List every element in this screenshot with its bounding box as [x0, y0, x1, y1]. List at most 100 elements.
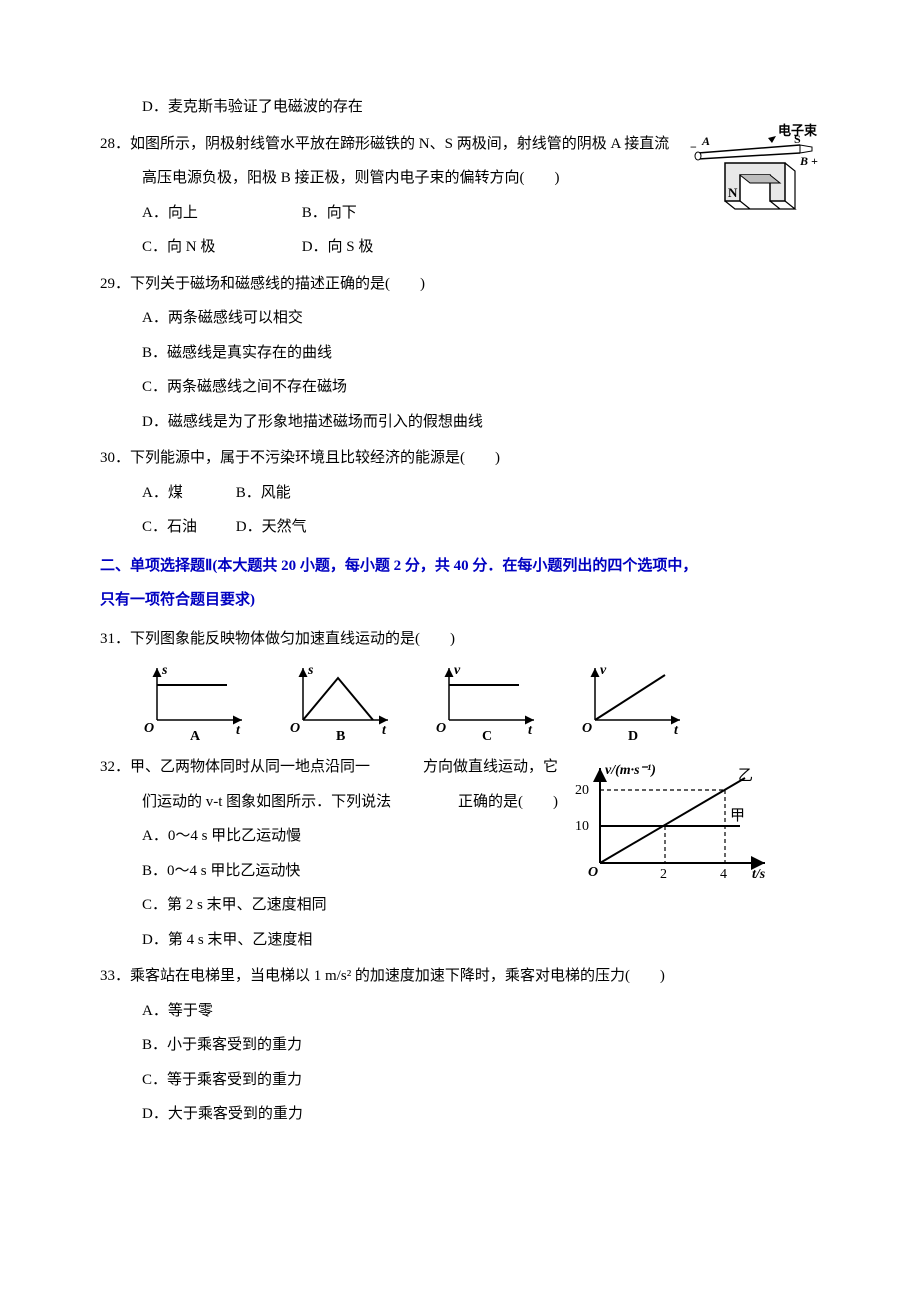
question-stem: 30．下列能源中，属于不污染环境且比较经济的能源是( ): [100, 441, 820, 476]
svg-text:t: t: [382, 723, 387, 738]
svg-text:s: s: [307, 663, 314, 678]
option-b-text: B．0～4 s 甲比乙运动快: [142, 854, 300, 889]
svg-text:t: t: [674, 723, 679, 738]
svg-text:O: O: [436, 721, 446, 736]
option-a: A．等于零: [100, 994, 820, 1029]
option-a: A．两条磁感线可以相交: [100, 301, 820, 336]
question-28: 电子束 − A B + S N 28．如图所示，阴极射线管水平放在蹄形磁铁的 N…: [100, 127, 820, 265]
graph-d-icon: v t O D: [580, 660, 690, 742]
svg-text:O: O: [290, 721, 300, 736]
label-minus: −: [690, 140, 697, 154]
panel-label: C: [482, 729, 492, 742]
stem-a: 甲、乙两物体同时从同一地点沿同一: [130, 759, 370, 775]
options-row-2: C．向 N 极 D．向 S 极: [100, 230, 820, 265]
question-29: 29．下列关于磁场和磁感线的描述正确的是( ) A．两条磁感线可以相交 B．磁感…: [100, 267, 820, 440]
option-c-text: C．两条磁感线之间不存在磁场: [142, 370, 347, 405]
option-a: A．煤: [142, 476, 232, 511]
question-stem: 29．下列关于磁场和磁感线的描述正确的是( ): [100, 267, 820, 302]
ylabel: v/(m·s⁻¹): [605, 763, 656, 778]
stem-d: 正确的是( ): [458, 785, 558, 820]
option-c: C．两条磁感线之间不存在磁场: [100, 370, 820, 405]
option-a-text: A．两条磁感线可以相交: [142, 301, 303, 336]
option-d: D．磁感线是为了形象地描述磁场而引入的假想曲线: [100, 405, 820, 440]
svg-text:t: t: [528, 723, 533, 738]
option-d: D．向 S 极: [302, 230, 458, 265]
stem-text: 下列图象能反映物体做匀加速直线运动的是( ): [130, 631, 455, 647]
stem-b: 方向做直线运动，它: [465, 750, 558, 785]
panel-label: A: [190, 729, 201, 742]
label-n: N: [728, 185, 738, 200]
option-b-text: B．磁感线是真实存在的曲线: [142, 336, 332, 371]
option-a-text: A．0～4 s 甲比乙运动慢: [142, 819, 301, 854]
stem-text: 下列能源中，属于不污染环境且比较经济的能源是( ): [130, 450, 500, 466]
ytick-10: 10: [575, 819, 589, 834]
graph-a-icon: s t O A: [142, 660, 252, 742]
option-d: D．麦克斯韦验证了电磁波的存在: [100, 90, 820, 125]
section-line-2: 只有一项符合题目要求): [100, 583, 820, 618]
q28-figure: 电子束 − A B + S N: [690, 123, 820, 232]
label-b: B +: [799, 154, 818, 168]
vt-graph-icon: 10 20 2 4 v/(m·s⁻¹) t/s O 甲 乙: [570, 758, 780, 883]
graph-c-icon: v t O C: [434, 660, 544, 742]
question-32: 10 20 2 4 v/(m·s⁻¹) t/s O 甲 乙 32．甲、乙两物体同…: [100, 750, 820, 957]
option-d: D．天然气: [236, 510, 307, 545]
option-b: B．磁感线是真实存在的曲线: [100, 336, 820, 371]
origin-label: O: [588, 865, 598, 880]
stem-text: 下列关于磁场和磁感线的描述正确的是( ): [130, 276, 425, 292]
graph-b-icon: s t O B: [288, 660, 398, 742]
section-line-1: 二、单项选择题Ⅱ(本大题共 20 小题，每小题 2 分，共 40 分．在每小题列…: [100, 549, 820, 584]
stem-c: 们运动的 v-t 图象如图所示．下列说法: [142, 794, 391, 810]
question-number: 33．: [100, 968, 130, 984]
option-a: A．向上: [142, 196, 298, 231]
options-row-1: A．煤 B．风能: [100, 476, 820, 511]
question-27-partial: D．麦克斯韦验证了电磁波的存在: [100, 90, 820, 125]
option-c-text: C．等于乘客受到的重力: [142, 1063, 302, 1098]
q32-figure: 10 20 2 4 v/(m·s⁻¹) t/s O 甲 乙: [570, 758, 780, 897]
option-d: D．第 4 s 末甲、乙速度相: [100, 923, 820, 958]
question-number: 28．: [100, 136, 130, 152]
options-row-2: C．石油 D．天然气: [100, 510, 820, 545]
panel-label: D: [628, 729, 638, 742]
option-c: C．向 N 极: [142, 230, 298, 265]
panel-label: B: [336, 729, 345, 742]
option-d-text: D．大于乘客受到的重力: [142, 1097, 303, 1132]
stem-text: 如图所示，阴极射线管水平放在蹄形磁铁的 N、S 两极间，射线管的阴极 A 接直流…: [130, 136, 669, 187]
question-31: 31．下列图象能反映物体做匀加速直线运动的是( ) s t O A s t O …: [100, 622, 820, 743]
label-s: S: [794, 132, 801, 146]
option-d-text: D．麦克斯韦验证了电磁波的存在: [142, 90, 363, 125]
svg-text:v: v: [600, 663, 607, 678]
svg-text:v: v: [454, 663, 461, 678]
q31-figure-row: s t O A s t O B v t O C: [100, 660, 820, 742]
question-number: 29．: [100, 276, 130, 292]
option-c: C．石油: [142, 510, 232, 545]
question-number: 30．: [100, 450, 130, 466]
label-yi: 乙: [738, 768, 753, 784]
question-stem: 33．乘客站在电梯里，当电梯以 1 m/s² 的加速度加速下降时，乘客对电梯的压…: [100, 959, 820, 994]
option-c-text: C．第 2 s 末甲、乙速度相同: [142, 888, 327, 923]
magnet-tube-icon: 电子束 − A B + S N: [690, 123, 820, 218]
label-jia: 甲: [730, 808, 745, 824]
xlabel: t/s: [752, 867, 766, 882]
label-a: A: [701, 134, 710, 148]
question-stem: 31．下列图象能反映物体做匀加速直线运动的是( ): [100, 622, 820, 657]
stem-text: 乘客站在电梯里，当电梯以 1 m/s² 的加速度加速下降时，乘客对电梯的压力( …: [130, 968, 665, 984]
option-c: C．等于乘客受到的重力: [100, 1063, 820, 1098]
ytick-20: 20: [575, 783, 589, 798]
question-number: 31．: [100, 631, 130, 647]
question-30: 30．下列能源中，属于不污染环境且比较经济的能源是( ) A．煤 B．风能 C．…: [100, 441, 820, 545]
option-b: B．向下: [302, 196, 458, 231]
option-b-text: B．小于乘客受到的重力: [142, 1028, 302, 1063]
xtick-2: 2: [660, 867, 667, 882]
svg-text:O: O: [582, 721, 592, 736]
option-b: B．风能: [236, 476, 291, 511]
xtick-4: 4: [720, 867, 727, 882]
option-d-text: D．磁感线是为了形象地描述磁场而引入的假想曲线: [142, 405, 483, 440]
option-d: D．大于乘客受到的重力: [100, 1097, 820, 1132]
svg-text:t: t: [236, 723, 241, 738]
question-33: 33．乘客站在电梯里，当电梯以 1 m/s² 的加速度加速下降时，乘客对电梯的压…: [100, 959, 820, 1132]
option-d-text: D．第 4 s 末甲、乙速度相: [142, 923, 312, 958]
option-b: B．小于乘客受到的重力: [100, 1028, 820, 1063]
svg-text:O: O: [144, 721, 154, 736]
section-2-header: 二、单项选择题Ⅱ(本大题共 20 小题，每小题 2 分，共 40 分．在每小题列…: [100, 549, 820, 618]
question-number: 32．: [100, 759, 130, 775]
